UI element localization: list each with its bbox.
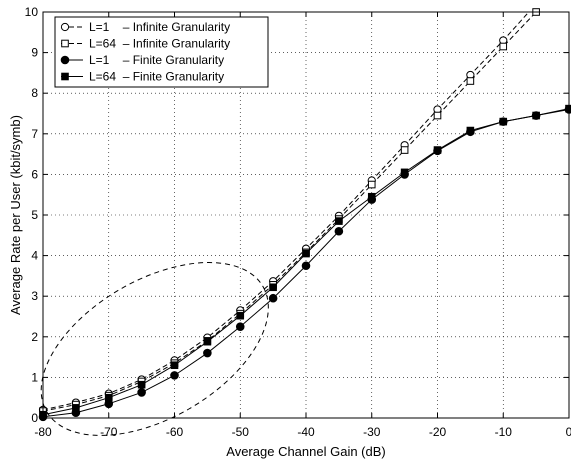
legend: L=1 – Infinite Granularity L=64 – Infinit…	[54, 16, 269, 88]
data-point-square-filled	[499, 117, 508, 126]
data-point-circle-filled	[268, 293, 278, 303]
y-tick-label: 3	[31, 289, 38, 303]
data-point-square-open	[499, 42, 508, 51]
data-point-square-open	[367, 180, 376, 189]
data-point-square-filled	[170, 361, 179, 370]
data-point-square-filled	[565, 104, 571, 113]
markers-group	[38, 8, 571, 422]
y-axis-ticks: 0 1 2 3 4 5 6 7 8 9 10	[25, 5, 569, 425]
x-tick-label: -20	[429, 425, 447, 439]
data-point-square-filled	[72, 404, 80, 412]
y-tick-label: 8	[31, 86, 38, 100]
data-point-circle-filled	[203, 348, 212, 358]
y-tick-label: 2	[31, 330, 38, 344]
data-point-square-open	[466, 77, 475, 85]
x-tick-label: -70	[100, 425, 118, 439]
data-point-square-filled	[137, 380, 146, 389]
series-line	[43, 12, 537, 412]
data-point-circle-filled	[137, 388, 146, 397]
series-line	[43, 12, 530, 411]
data-point-square-filled	[302, 249, 310, 258]
data-point-square-filled	[532, 111, 540, 120]
data-point-square-open	[61, 39, 69, 48]
data-point-square-filled	[104, 393, 113, 402]
y-axis-title: Average Rate per User (kbit/symb)	[8, 115, 23, 315]
y-tick-label: 6	[31, 167, 38, 181]
x-tick-label: -60	[166, 425, 184, 439]
y-tick-label: 9	[31, 46, 38, 60]
data-point-circle-filled	[334, 226, 344, 236]
data-point-square-filled	[433, 146, 442, 154]
legend-box	[54, 16, 269, 88]
data-point-circle-filled	[235, 322, 245, 331]
data-point-square-filled	[400, 168, 409, 177]
x-tick-label: 0	[566, 425, 571, 439]
y-tick-label: 10	[25, 5, 39, 19]
x-axis-ticks: -80 -70 -60 -50 -40 -30 -20 -10 0	[34, 12, 571, 439]
legend-label: L=1 – Finite Granularity	[89, 53, 224, 67]
y-tick-label: 5	[31, 208, 38, 222]
data-point-square-filled	[269, 283, 277, 292]
x-tick-label: -10	[495, 425, 513, 439]
data-point-square-filled	[236, 311, 245, 320]
data-point-circle-open	[60, 22, 70, 32]
data-point-square-filled	[203, 337, 212, 346]
data-point-circle-filled	[301, 261, 311, 271]
data-point-square-filled	[466, 126, 475, 135]
data-point-square-filled	[61, 72, 69, 81]
x-tick-label: -40	[297, 425, 315, 439]
x-tick-label: -80	[34, 425, 52, 439]
data-point-square-open	[433, 111, 442, 120]
y-tick-label: 1	[31, 370, 38, 384]
legend-label: L=64 – Finite Granularity	[89, 70, 224, 84]
y-tick-label: 7	[31, 127, 38, 141]
data-point-circle-filled	[170, 371, 179, 380]
x-tick-label: -30	[363, 425, 381, 439]
y-tick-label: 4	[31, 249, 38, 263]
data-point-circle-filled	[60, 55, 70, 65]
y-tick-label: 0	[31, 411, 38, 425]
x-tick-label: -50	[232, 425, 250, 439]
legend-label: L=64 – Infinite Granularity	[89, 37, 230, 51]
legend-label: L=1 – Infinite Granularity	[89, 20, 230, 34]
x-axis-title: Average Channel Gain (dB)	[226, 444, 385, 459]
data-point-square-filled	[367, 192, 376, 201]
data-point-square-open	[400, 146, 409, 154]
data-point-square-filled	[335, 217, 343, 225]
